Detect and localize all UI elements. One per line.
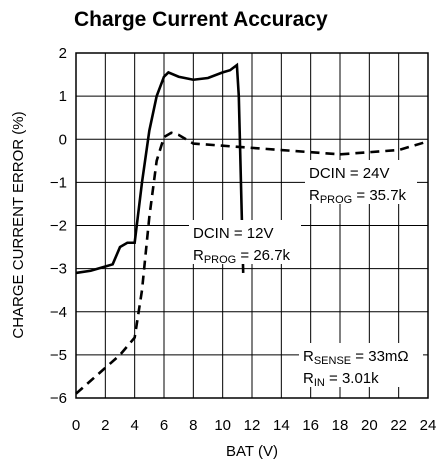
data-line — [75, 131, 429, 395]
y-tick-label: 1 — [59, 88, 67, 105]
x-tick-label: 0 — [72, 417, 80, 434]
annotation-bg — [299, 343, 423, 387]
annotation: DCIN = 24V — [309, 165, 389, 182]
y-tick-label: −2 — [50, 218, 67, 235]
annotation-bg — [189, 220, 301, 264]
x-tick-label: 2 — [101, 417, 109, 434]
y-axis-label: CHARGE CURRENT ERROR (%) — [10, 111, 27, 338]
y-tick-label: 2 — [59, 45, 67, 62]
data-line — [75, 62, 245, 275]
x-tick-label: 8 — [189, 417, 197, 434]
y-tick-label: 0 — [59, 131, 67, 148]
x-tick-label: 24 — [420, 417, 437, 434]
y-tick-label: −3 — [50, 261, 67, 278]
annotation: DCIN = 12V — [193, 225, 273, 242]
y-tick-label: −1 — [50, 174, 67, 191]
x-tick-label: 22 — [390, 417, 407, 434]
x-tick-label: 10 — [214, 417, 231, 434]
x-axis-label: BAT (V) — [226, 443, 278, 460]
x-tick-label: 16 — [302, 417, 319, 434]
annotations: DCIN = 24V RPROG = 35.7k DCIN = 12V RPRO… — [189, 160, 423, 389]
x-tick-label: 14 — [273, 417, 290, 434]
plot-frame — [75, 52, 429, 399]
y-tick-label: −5 — [50, 347, 67, 364]
x-tick-label: 4 — [130, 417, 138, 434]
x-tick-label: 6 — [160, 417, 168, 434]
chart-title: Charge Current Accuracy — [74, 8, 328, 31]
annotation: RIN = 3.01k — [303, 370, 379, 389]
annotation: RSENSE = 33mΩ — [303, 348, 409, 367]
annotation-bg — [305, 160, 417, 204]
x-tick-label: 20 — [361, 417, 378, 434]
annotation: RPROG = 26.7k — [193, 247, 291, 266]
annotation: RPROG = 35.7k — [309, 187, 407, 206]
y-tick-label: −4 — [50, 304, 67, 321]
y-tick-label: −6 — [50, 390, 67, 407]
x-tick-label: 12 — [244, 417, 261, 434]
x-tick-label: 18 — [332, 417, 349, 434]
